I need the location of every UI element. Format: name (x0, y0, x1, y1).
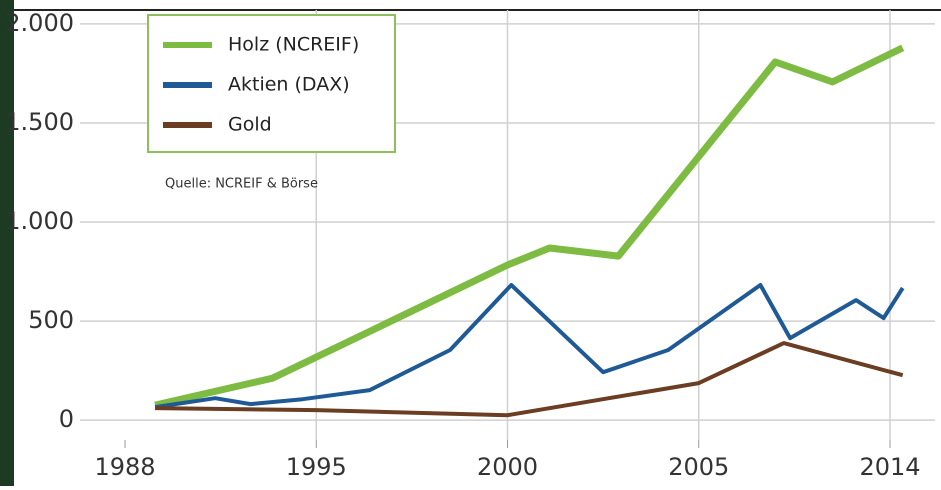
x-tick-label: 1988 (94, 453, 155, 481)
y-tick-label: 0 (59, 405, 74, 433)
x-tick-label: 2000 (477, 453, 538, 481)
series-line (155, 341, 904, 418)
x-tick-label: 2014 (859, 453, 920, 481)
legend-label: Aktien (DAX) (228, 74, 350, 96)
legend-label: Holz (NCREIF) (228, 34, 359, 56)
x-tick-label: 2005 (668, 453, 729, 481)
legend-box (147, 14, 396, 153)
y-tick-label: 1.000 (5, 207, 74, 235)
y-tick-label: 500 (28, 306, 74, 334)
series-line (154, 44, 905, 409)
left-border (0, 0, 14, 486)
x-tick-label: 1995 (286, 453, 347, 481)
source-note: Quelle: NCREIF & Börse (165, 177, 318, 192)
legend-label: Gold (228, 114, 272, 136)
series-line (154, 283, 905, 410)
y-tick-label: 2.000 (5, 9, 74, 37)
y-tick-label: 1.500 (5, 108, 74, 136)
